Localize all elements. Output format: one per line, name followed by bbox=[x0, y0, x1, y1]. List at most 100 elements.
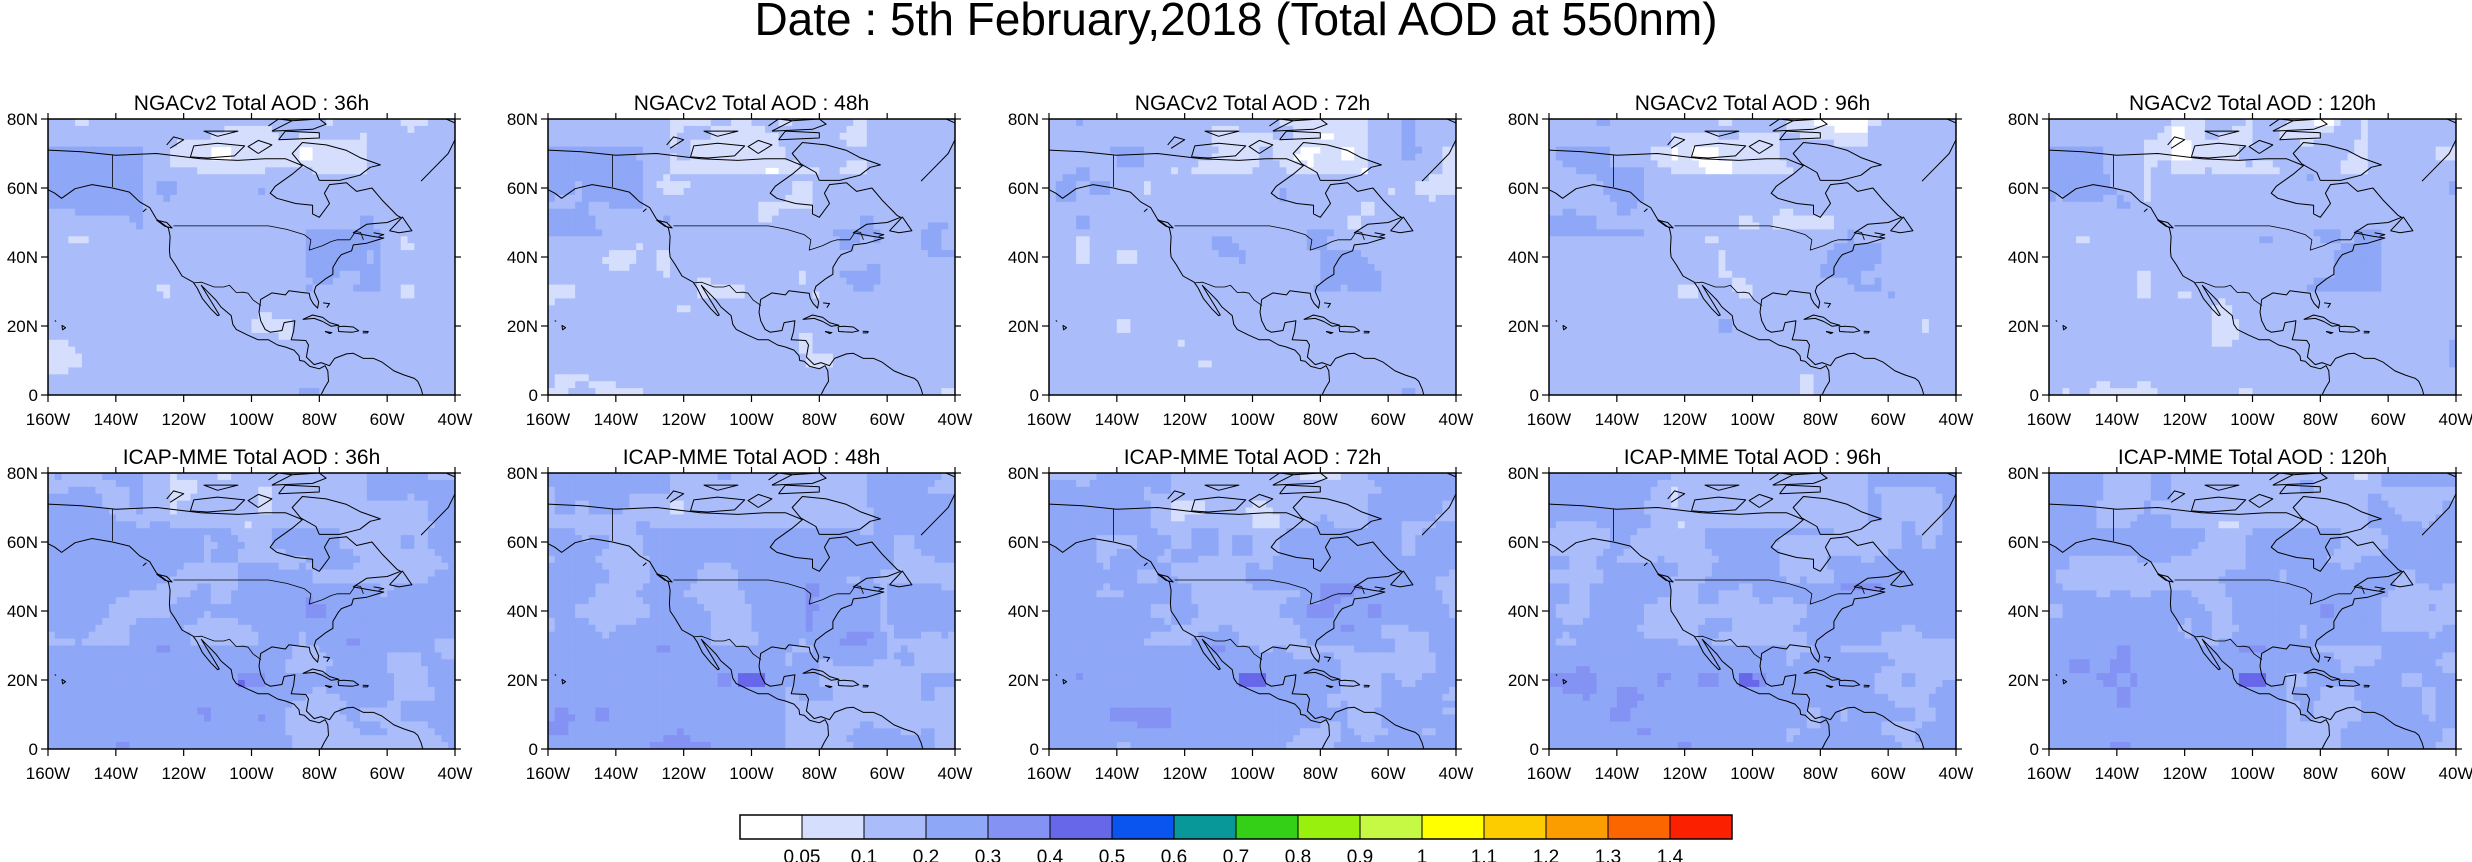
aod-cell bbox=[921, 215, 929, 224]
aod-cell bbox=[751, 188, 759, 196]
aod-cell bbox=[785, 201, 793, 210]
aod-cell bbox=[839, 291, 848, 299]
aod-cell bbox=[75, 332, 83, 341]
aod-cell bbox=[670, 367, 678, 375]
aod-cell bbox=[622, 222, 630, 230]
aod-cell bbox=[190, 167, 198, 175]
aod-cell bbox=[109, 339, 117, 348]
aod-cell bbox=[670, 312, 678, 320]
y-tick-label: 80N bbox=[7, 110, 38, 129]
aod-cell bbox=[251, 270, 259, 279]
aod-cell bbox=[95, 346, 103, 355]
aod-cell bbox=[731, 119, 739, 127]
aod-cell bbox=[927, 270, 936, 279]
aod-cell bbox=[880, 160, 888, 168]
aod-cell bbox=[1055, 270, 1064, 279]
aod-cell bbox=[68, 388, 76, 395]
aod-cell bbox=[109, 263, 117, 272]
aod-cell bbox=[554, 367, 563, 375]
aod-cell bbox=[339, 181, 348, 189]
aod-cell bbox=[231, 381, 239, 389]
aod-cell bbox=[595, 263, 603, 272]
aod-cell bbox=[581, 201, 590, 210]
aod-cell bbox=[900, 312, 909, 320]
aod-cell bbox=[744, 388, 753, 395]
aod-cell bbox=[54, 139, 63, 148]
aod-cell bbox=[231, 146, 239, 155]
aod-cell bbox=[710, 367, 719, 375]
aod-cell bbox=[554, 346, 563, 355]
aod-cell bbox=[312, 194, 320, 203]
aod-cell bbox=[319, 201, 327, 210]
aod-cell bbox=[156, 277, 164, 286]
aod-cell bbox=[75, 167, 83, 175]
aod-cell bbox=[176, 353, 185, 362]
aod-cell bbox=[846, 194, 854, 203]
aod-cell bbox=[629, 270, 637, 279]
aod-cell bbox=[697, 284, 705, 293]
aod-cell bbox=[609, 305, 617, 313]
aod-cell bbox=[853, 139, 861, 148]
aod-cell bbox=[866, 388, 875, 395]
aod-cell bbox=[948, 339, 955, 348]
aod-cell bbox=[102, 277, 110, 286]
aod-cell bbox=[602, 270, 610, 279]
aod-cell bbox=[129, 229, 137, 237]
aod-cell bbox=[751, 119, 759, 127]
aod-cell bbox=[48, 167, 56, 175]
aod-cell bbox=[860, 146, 868, 155]
aod-cell bbox=[846, 298, 854, 306]
aod-cell bbox=[656, 119, 664, 127]
aod-cell bbox=[907, 298, 915, 306]
aod-cell bbox=[629, 312, 637, 320]
aod-cell bbox=[68, 236, 76, 244]
aod-cell bbox=[136, 132, 144, 141]
aod-cell bbox=[758, 284, 766, 293]
aod-cell bbox=[115, 243, 124, 251]
aod-cell bbox=[561, 353, 569, 362]
aod-cell bbox=[853, 250, 861, 258]
aod-cell bbox=[663, 194, 671, 203]
aod-cell bbox=[717, 339, 725, 348]
aod-cell bbox=[217, 367, 225, 375]
aod-cell bbox=[765, 326, 773, 334]
aod-cell bbox=[887, 388, 895, 395]
aod-cell bbox=[434, 119, 443, 127]
aod-cell bbox=[839, 374, 848, 382]
aod-cell bbox=[758, 291, 766, 299]
aod-cell bbox=[907, 119, 915, 127]
aod-cell bbox=[427, 298, 436, 306]
aod-cell bbox=[251, 360, 259, 368]
aod-cell bbox=[360, 319, 368, 327]
aod-cell bbox=[190, 374, 198, 382]
aod-cell bbox=[68, 257, 76, 265]
aod-cell bbox=[907, 326, 915, 334]
aod-cell bbox=[95, 257, 103, 265]
aod-cell bbox=[758, 181, 766, 189]
aod-cell bbox=[393, 284, 402, 293]
aod-cell bbox=[427, 201, 436, 210]
aod-cell bbox=[609, 388, 617, 395]
aod-cell bbox=[934, 319, 943, 327]
aod-cell bbox=[380, 284, 388, 293]
aod-cell bbox=[163, 250, 171, 258]
aod-cell bbox=[319, 236, 327, 244]
aod-cell bbox=[292, 243, 300, 251]
aod-cell bbox=[792, 312, 800, 320]
aod-cell bbox=[237, 374, 246, 382]
aod-cell bbox=[649, 312, 658, 320]
aod-cell bbox=[656, 132, 664, 141]
aod-cell bbox=[142, 229, 151, 237]
aod-cell bbox=[893, 312, 902, 320]
aod-cell bbox=[771, 284, 780, 293]
aod-cell bbox=[129, 346, 137, 355]
aod-cell bbox=[400, 208, 409, 217]
aod-cell bbox=[609, 222, 617, 230]
island-outline bbox=[324, 331, 333, 335]
aod-cell bbox=[149, 250, 158, 258]
aod-cell bbox=[676, 339, 685, 348]
aod-cell bbox=[561, 181, 569, 189]
aod-cell bbox=[948, 174, 955, 182]
aod-cell bbox=[758, 326, 766, 334]
aod-cell bbox=[724, 305, 732, 313]
